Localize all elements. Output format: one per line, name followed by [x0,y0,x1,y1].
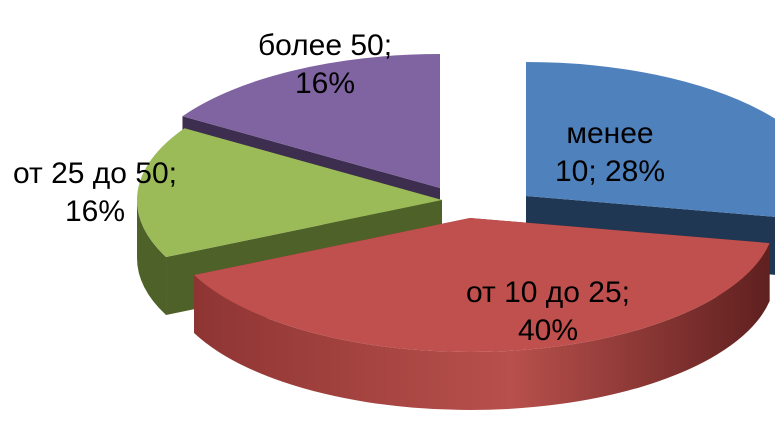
pie-slice-label-line: от 25 до 50; [13,157,177,190]
pie-slice-label: менее 10; 28% [555,117,665,188]
pie-labels: менее 10; 28% от 10 до 25; 40% от 25 до 50; 1… [13,29,665,347]
pie-slice-label-line: 16% [295,67,355,100]
pie-slice-top [194,218,770,352]
pie-slice-top [137,128,443,258]
pie-slice-label: более 50; 16% [258,29,392,100]
pie-slice-label-line: 40% [518,314,578,347]
pie-slice-side [194,243,770,410]
pie-slice-label-line: более 50; [258,29,392,62]
pie-slice-label-line: от 10 до 25; [466,276,630,309]
pie-slice-label-line: менее [566,117,653,150]
pie-slices [137,54,775,410]
pie-slice-top [182,54,440,188]
pie-slice-label-line: 16% [65,195,125,228]
pie-slice-side [137,200,167,316]
pie-slice [194,218,770,410]
pie-slice-label: от 25 до 50; 16% [13,157,177,228]
pie-slice-label: от 10 до 25; 40% [466,276,630,347]
pie-slice-label-line: 10; 28% [555,155,665,188]
pie-slice-top [526,62,775,217]
